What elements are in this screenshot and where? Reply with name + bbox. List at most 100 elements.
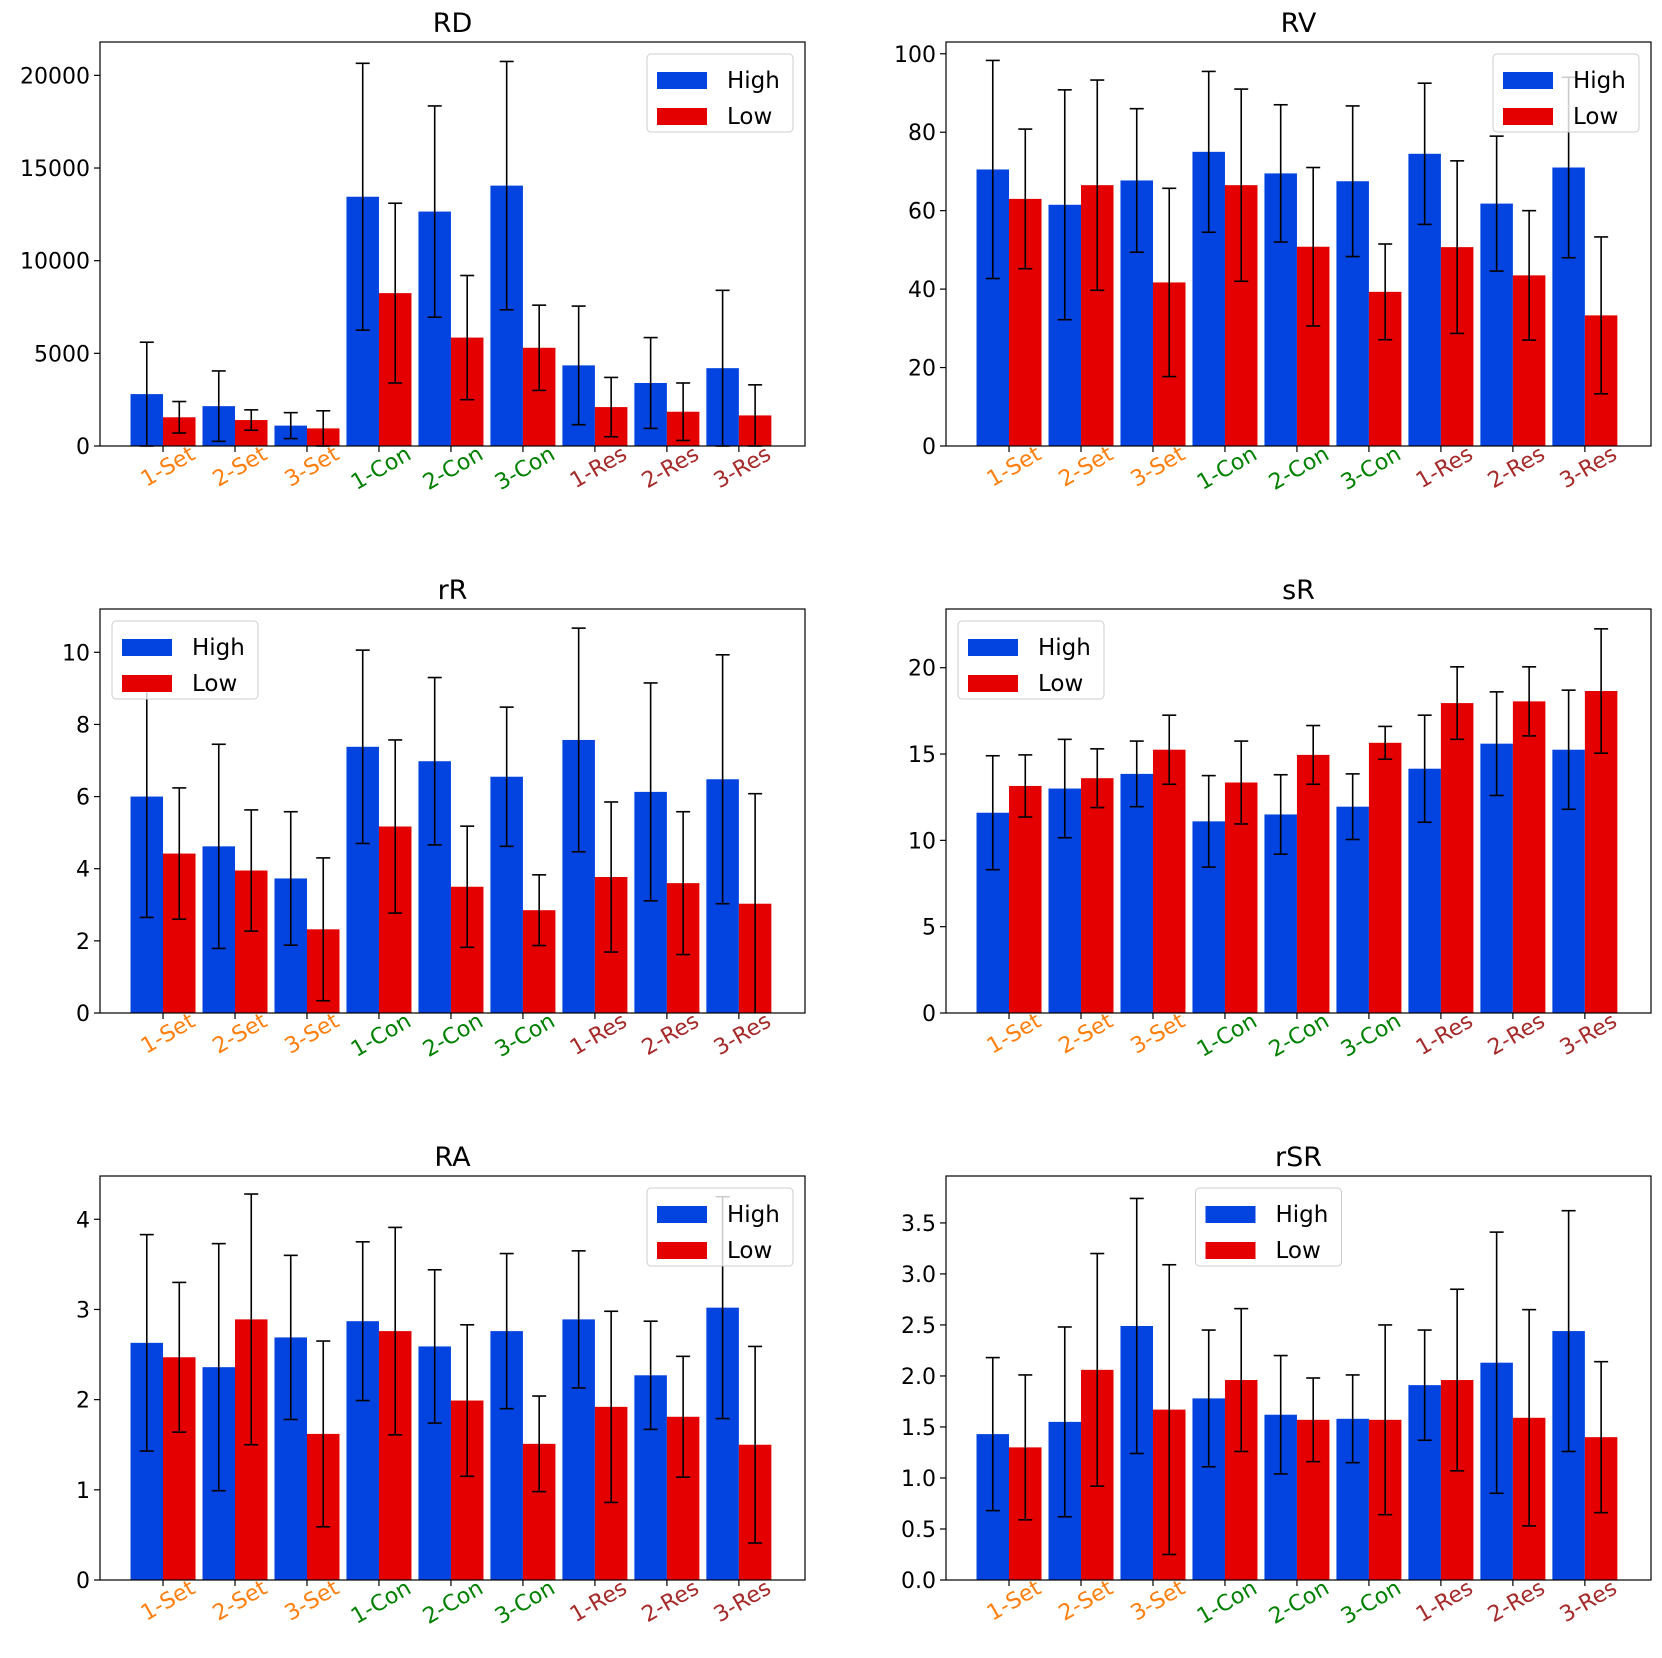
error-bar (643, 336, 658, 430)
error-bar (1306, 1377, 1321, 1463)
x-tick-label: 2-Res (1484, 1576, 1550, 1628)
error-bar (283, 411, 298, 440)
x-tick-label: 2-Con (1265, 1009, 1334, 1063)
x-tick-label: 1-Set (137, 1009, 200, 1060)
y-tick-label: 1.5 (901, 1416, 936, 1441)
x-tick-label: 2-Set (1055, 1009, 1118, 1060)
error-bar (388, 202, 403, 384)
x-tick-label: 1-Res (566, 1009, 632, 1061)
error-bar (1090, 79, 1105, 292)
legend: High Low (957, 620, 1105, 700)
error-bar (460, 274, 475, 401)
error-bar (1378, 243, 1393, 341)
error-bar (1450, 666, 1465, 741)
y-tick-label: 10000 (20, 250, 90, 275)
error-bar (1522, 209, 1537, 341)
error-bar (427, 1268, 442, 1424)
x-tick-label: 1-Set (983, 442, 1046, 493)
error-bar (1057, 1326, 1072, 1518)
error-bar (316, 857, 331, 1002)
error-bar (355, 649, 370, 845)
bar-low-1-set (1009, 785, 1042, 1013)
chart-title: rR (438, 575, 468, 606)
y-tick-label: 4 (76, 1208, 90, 1233)
error-bar (985, 754, 1000, 871)
error-bar (283, 1254, 298, 1421)
error-bar (1522, 1308, 1537, 1527)
error-bar (316, 1340, 331, 1528)
legend-swatch-high (968, 639, 1018, 656)
x-tick-label: 3-Con (1337, 442, 1406, 496)
y-tick-label: 10 (908, 829, 936, 854)
x-tick-label: 2-Con (419, 1009, 488, 1063)
x-tick-label: 3-Set (1127, 442, 1190, 493)
x-tick-label: 3-Set (1127, 1576, 1190, 1627)
error-bar (1129, 107, 1144, 254)
y-tick-label: 15000 (20, 157, 90, 182)
error-bar (460, 1323, 475, 1478)
error-bar (1090, 748, 1105, 809)
error-bar (748, 1345, 763, 1544)
x-tick-label: 2-Set (209, 442, 272, 493)
legend-swatch-high (657, 1206, 707, 1223)
legend-label-high: High (1038, 635, 1091, 661)
x-tick-label: 2-Res (638, 1576, 704, 1628)
legend-swatch-low (657, 1242, 707, 1259)
chart-rsr: rSR 0.0 0.5 1.0 1.5 2.0 2.5 3.0 3.5 1-Set 2-Set 3-S… (901, 1142, 1652, 1630)
legend-label-low: Low (1038, 671, 1083, 697)
error-bar (499, 60, 514, 311)
legend-label-low: Low (727, 104, 772, 130)
x-tick-label: 2-Set (209, 1009, 272, 1060)
axes-frame (99, 608, 806, 1014)
error-bar (1273, 1354, 1288, 1475)
bar-high-3-con (1336, 806, 1369, 1013)
legend-label-high: High (192, 635, 245, 661)
bar-low-2-set (1081, 778, 1114, 1013)
legend-swatch-high (657, 72, 707, 89)
error-bar (172, 1281, 187, 1433)
error-bar (211, 1242, 226, 1492)
error-bar (1018, 1374, 1033, 1521)
x-tick-label: 1-Res (566, 1576, 632, 1628)
x-tick-label: 3-Res (710, 442, 776, 494)
chart-rr: rR 0 2 4 6 8 10 1-Set 2-Set 3-Set 1-Con 2-Con 3-Con 1… (62, 575, 806, 1063)
y-tick-label: 2.0 (901, 1365, 936, 1390)
x-tick-label: 1-Res (566, 442, 632, 494)
legend: High Low (1492, 53, 1640, 133)
y-tick-label: 1 (76, 1479, 90, 1504)
x-tick-label: 1-Con (347, 1009, 416, 1063)
error-bar (748, 792, 763, 1013)
error-bar (460, 825, 475, 949)
error-bar (571, 627, 586, 853)
error-bar (1129, 1197, 1144, 1455)
bar-low-1-res (1440, 703, 1474, 1013)
y-tick-label: 2 (76, 1389, 90, 1414)
error-bar (604, 376, 619, 438)
y-tick-label: 0 (922, 1002, 936, 1027)
x-tick-label: 2-Con (419, 442, 488, 496)
error-bar (532, 1395, 547, 1493)
x-tick-label: 1-Res (1412, 1576, 1478, 1628)
error-bar (355, 1241, 370, 1402)
y-tick-label: 3 (76, 1298, 90, 1323)
error-bar (211, 370, 226, 443)
error-bar (1417, 1329, 1432, 1442)
y-tick-label: 0 (922, 435, 936, 460)
x-tick-label: 3-Con (1337, 1009, 1406, 1063)
legend-swatch-high (122, 639, 172, 656)
error-bar (1273, 773, 1288, 855)
y-tick-label: 5000 (34, 342, 90, 367)
axes-frame (945, 41, 1652, 447)
error-bar (388, 1226, 403, 1436)
chart-title: sR (1282, 575, 1315, 606)
error-bar (1561, 689, 1576, 811)
legend: High Low (1195, 1187, 1342, 1267)
y-tick-label: 8 (76, 713, 90, 738)
error-bar (1450, 1288, 1465, 1472)
y-tick-label: 1.0 (901, 1467, 936, 1492)
legend-label-high: High (1276, 1202, 1329, 1228)
error-bar (1018, 128, 1033, 270)
legend-label-low: Low (727, 1238, 772, 1264)
error-bar (571, 1250, 586, 1389)
error-bar (499, 1252, 514, 1410)
